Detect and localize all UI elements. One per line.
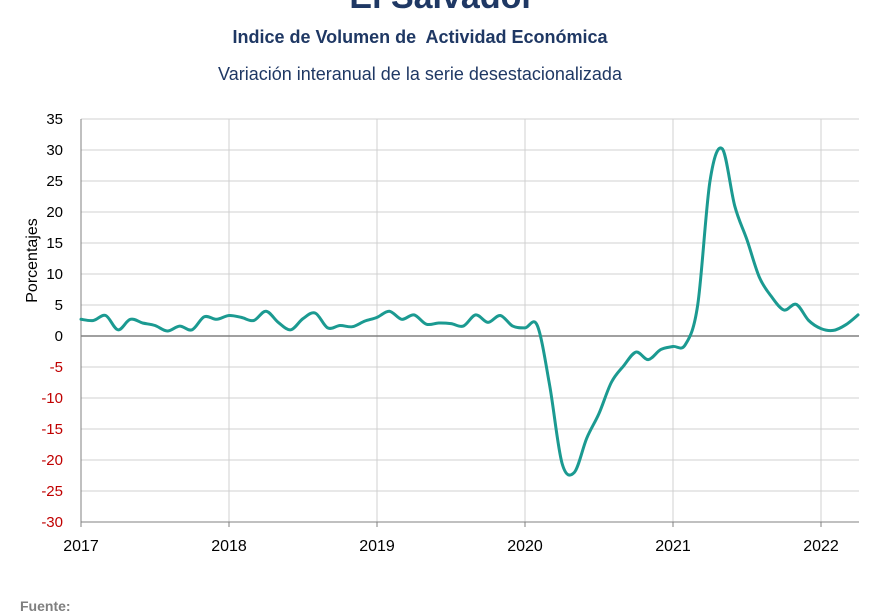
x-tick-label: 2022 [803,538,839,555]
x-tick-label: 2018 [211,538,247,555]
y-tick-label: 0 [55,328,63,345]
y-tick-label: -10 [41,390,63,407]
y-tick-label: 5 [55,297,63,314]
y-tick-label: -5 [50,359,63,376]
chart-subtitle: Indice de Volumen de Actividad Económica [232,27,608,47]
y-tick-label: 25 [46,173,63,190]
y-tick-label: -20 [41,452,63,469]
y-tick-label: 15 [46,235,63,252]
y-tick-label: 20 [46,204,63,221]
x-tick-label: 2019 [359,538,395,555]
y-tick-label: 30 [46,142,63,159]
y-tick-label: -15 [41,421,63,438]
chart-title: El Salvador [0,0,884,17]
series-line [79,146,860,477]
y-tick-label: -25 [41,483,63,500]
chart-description: Variación interanual de la serie desesta… [218,64,622,84]
x-tick-label: 2021 [655,538,691,555]
y-axis-label: Porcentajes [24,218,41,303]
y-tick-label: 10 [46,266,63,283]
x-tick-label: 2017 [63,538,99,555]
y-tick-label: -30 [41,514,63,531]
source-label: Fuente: [20,598,71,614]
y-tick-label: 35 [46,111,63,128]
x-tick-label: 2020 [507,538,543,555]
